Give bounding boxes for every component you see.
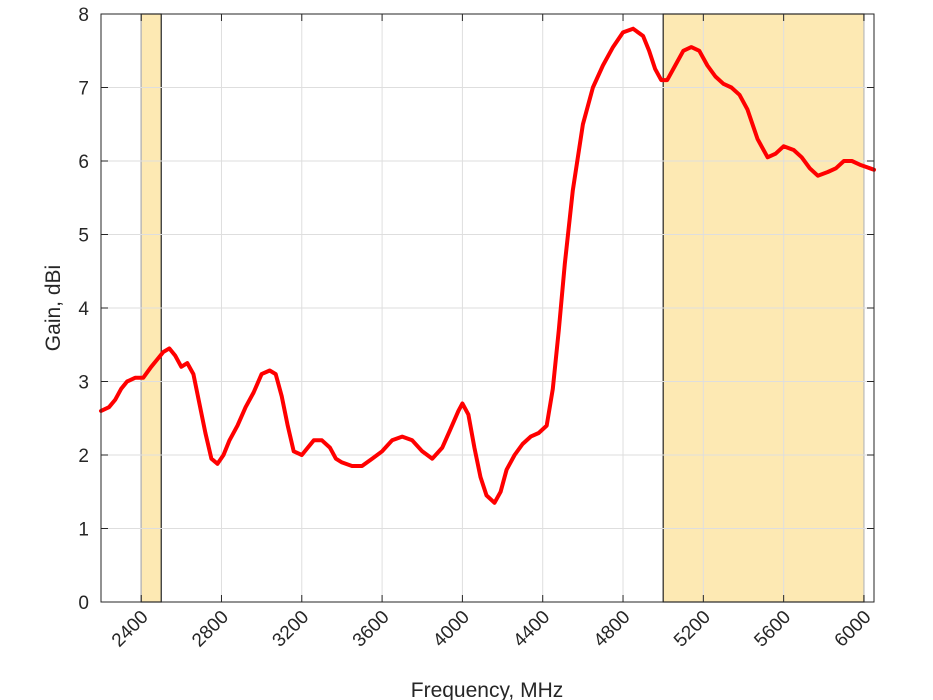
y-tick-label-3: 3 xyxy=(78,373,89,394)
y-tick-label-4: 4 xyxy=(78,299,89,320)
y-axis-label: Gain, dBi xyxy=(42,265,65,351)
y-tick-label-7: 7 xyxy=(78,79,89,100)
y-tick-label-5: 5 xyxy=(78,226,89,247)
y-tick-label-8: 8 xyxy=(78,5,89,26)
y-axis: 0 1 2 3 4 5 6 7 8 xyxy=(78,5,874,614)
series-line-0 xyxy=(99,26,876,505)
x-axis-label: Frequency, MHz xyxy=(411,679,564,700)
y-tick-label-6: 6 xyxy=(78,152,89,173)
y-tick-label-0: 0 xyxy=(78,593,89,614)
y-tick-label-1: 1 xyxy=(78,520,89,541)
series-group xyxy=(99,26,876,505)
y-tick-label-2: 2 xyxy=(78,446,89,467)
